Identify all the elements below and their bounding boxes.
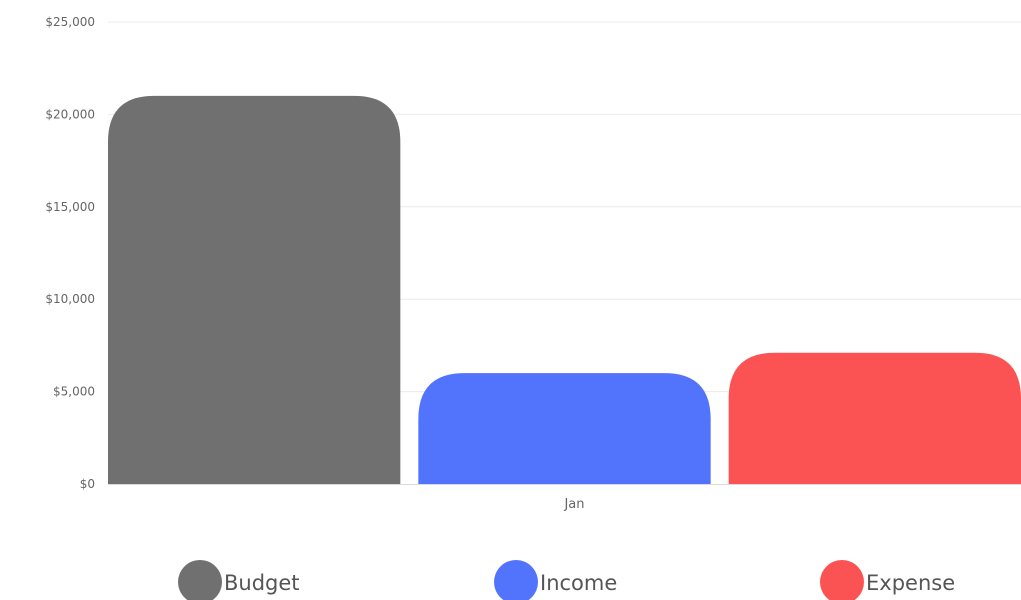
y-tick-label: $20,000 — [45, 107, 95, 121]
y-tick-label: $15,000 — [45, 200, 95, 214]
legend-label: Income — [540, 571, 617, 595]
legend-label: Budget — [224, 571, 300, 595]
legend-item-budget[interactable]: Budget — [178, 560, 300, 600]
y-tick-label: $0 — [80, 477, 95, 491]
y-axis-ticks: $0 $5,000 $10,000 $15,000 $20,000 $25,000 — [45, 15, 95, 491]
bar-expense[interactable] — [728, 352, 1021, 484]
legend-label: Expense — [866, 571, 955, 595]
y-tick-label: $10,000 — [45, 292, 95, 306]
legend-swatch — [820, 560, 864, 600]
legend-item-expense[interactable]: Expense — [820, 560, 955, 600]
legend-swatch — [494, 560, 538, 600]
legend-item-income[interactable]: Income — [494, 560, 617, 600]
legend: Budget Income Expense — [178, 560, 955, 600]
bars — [108, 95, 1021, 485]
x-tick-label: Jan — [563, 497, 584, 512]
legend-swatch — [178, 560, 222, 600]
bar-budget[interactable] — [108, 95, 401, 485]
bar-income[interactable] — [418, 373, 711, 484]
x-axis: Jan — [108, 484, 1021, 512]
y-tick-label: $25,000 — [45, 15, 95, 29]
y-tick-label: $5,000 — [53, 385, 95, 399]
